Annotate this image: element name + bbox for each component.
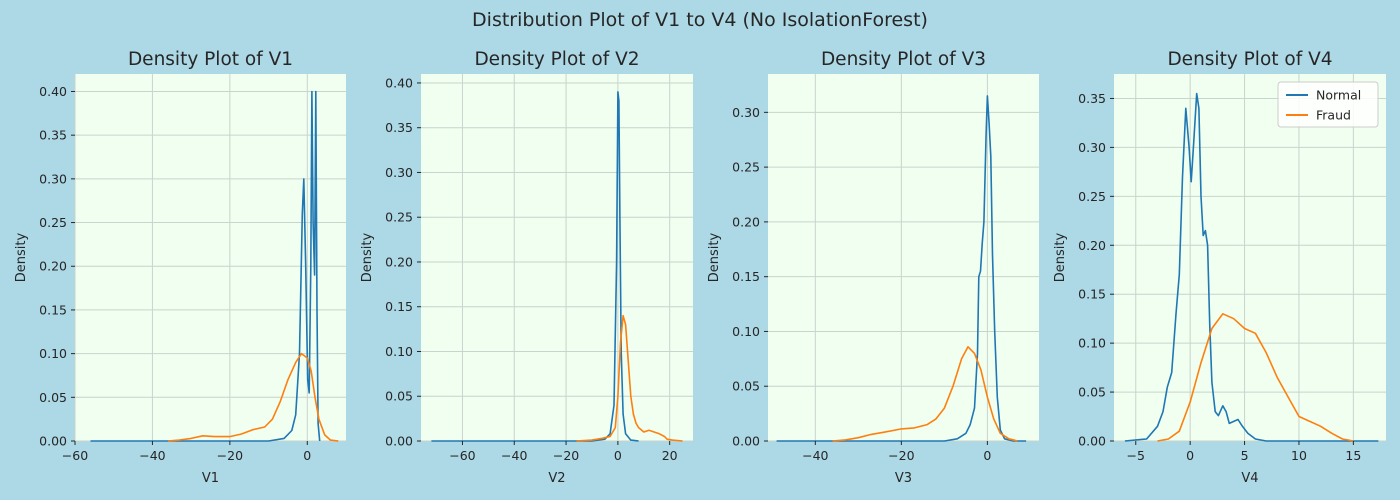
y-axis-label: Density — [1053, 232, 1068, 282]
x-axis-label: V4 — [1241, 471, 1258, 486]
series-line-normal — [90, 90, 321, 442]
x-axis-label: V2 — [548, 471, 565, 486]
series-line-fraud — [167, 352, 339, 442]
y-tick-label: 0.25 — [385, 210, 413, 225]
y-tick-label: 0.35 — [1078, 91, 1106, 106]
x-tick-label: 0 — [303, 448, 311, 463]
y-tick-label: 0.20 — [732, 214, 760, 229]
subplot-2: −60 −40 −20 0 20 0.00 0.05 0.10 0.15 0.20 0.25 0.30… — [360, 49, 693, 486]
x-tick-label: 0 — [1186, 448, 1194, 463]
x-tick-label: −40 — [802, 448, 828, 463]
x-axis-label: V1 — [202, 471, 219, 486]
subplot-4: −5 0 5 10 15 0.00 0.05 0.10 0.15 0.20 0.25 0.30 0.35… — [1053, 49, 1386, 486]
series-line-normal — [776, 95, 1027, 442]
x-tick-label: −60 — [449, 448, 475, 463]
x-tick-label: −20 — [553, 448, 579, 463]
y-tick-label: 0.10 — [1078, 336, 1106, 351]
subplot-title: Density Plot of V4 — [1167, 49, 1332, 70]
legend: Normal Fraud — [1277, 81, 1379, 128]
y-tick-label: 0.10 — [385, 344, 413, 359]
plot-area — [768, 74, 1039, 441]
y-tick-label: 0.00 — [1078, 434, 1106, 449]
plot-area — [1114, 74, 1386, 441]
y-tick-label: 0.30 — [39, 171, 67, 186]
y-axis-label: Density — [707, 232, 722, 282]
series-line-fraud — [1157, 313, 1354, 442]
x-axis-label: V3 — [895, 471, 912, 486]
series-line-normal — [1124, 92, 1379, 442]
subplot-title: Density Plot of V3 — [821, 49, 986, 70]
subplot-3: −40 −20 0 0.00 0.05 0.10 0.15 0.20 0.25 0.30 Densi… — [707, 49, 1039, 486]
y-tick-label: 0.15 — [39, 302, 67, 317]
y-tick-label: 0.10 — [732, 324, 760, 339]
subplot-1: −60 −40 −20 0 0.00 0.05 0.10 0.15 0.20 0.25 0.30 0.… — [14, 49, 346, 486]
x-tick-label: 15 — [1345, 448, 1361, 463]
y-tick-label: 0.35 — [385, 120, 413, 135]
y-tick-label: 0.20 — [1078, 238, 1106, 253]
y-tick-label: 0.15 — [732, 269, 760, 284]
plot-area — [421, 74, 693, 441]
x-tick-label: −20 — [217, 448, 243, 463]
y-axis-label: Density — [360, 232, 375, 282]
y-tick-label: 0.20 — [385, 254, 413, 269]
x-tick-label: −40 — [139, 448, 165, 463]
y-tick-label: 0.35 — [39, 128, 67, 143]
y-tick-label: 0.40 — [39, 84, 67, 99]
y-tick-label: 0.00 — [39, 434, 67, 449]
x-tick-label: 0 — [614, 448, 622, 463]
x-tick-label: 20 — [662, 448, 678, 463]
x-tick-label: −20 — [888, 448, 914, 463]
x-tick-label: 10 — [1291, 448, 1307, 463]
y-tick-label: 0.00 — [385, 434, 413, 449]
x-tick-label: 0 — [983, 448, 991, 463]
legend-label: Fraud — [1316, 108, 1351, 123]
x-tick-label: −60 — [62, 448, 88, 463]
figure-title: Distribution Plot of V1 to V4 (No Isolat… — [472, 9, 928, 31]
y-tick-label: 0.25 — [732, 160, 760, 175]
subplot-title: Density Plot of V1 — [128, 49, 293, 70]
y-tick-label: 0.00 — [732, 434, 760, 449]
y-tick-label: 0.30 — [732, 105, 760, 120]
legend-label: Normal — [1316, 88, 1361, 103]
y-tick-label: 0.15 — [385, 299, 413, 314]
x-tick-label: 5 — [1241, 448, 1249, 463]
series-line-fraud — [832, 346, 1018, 442]
y-tick-label: 0.05 — [732, 379, 760, 394]
y-tick-label: 0.05 — [385, 389, 413, 404]
y-axis-label: Density — [14, 232, 29, 282]
y-tick-label: 0.25 — [1078, 189, 1106, 204]
y-tick-label: 0.25 — [39, 215, 67, 230]
series-line-fraud — [576, 314, 683, 442]
y-tick-label: 0.30 — [385, 165, 413, 180]
y-tick-label: 0.40 — [385, 75, 413, 90]
y-tick-label: 0.05 — [1078, 385, 1106, 400]
y-tick-label: 0.30 — [1078, 140, 1106, 155]
subplot-title: Density Plot of V2 — [474, 49, 639, 70]
x-tick-label: −40 — [501, 448, 527, 463]
y-tick-label: 0.10 — [39, 346, 67, 361]
y-tick-label: 0.15 — [1078, 287, 1106, 302]
y-tick-label: 0.20 — [39, 259, 67, 274]
x-tick-label: −5 — [1127, 448, 1145, 463]
y-tick-label: 0.05 — [39, 390, 67, 405]
